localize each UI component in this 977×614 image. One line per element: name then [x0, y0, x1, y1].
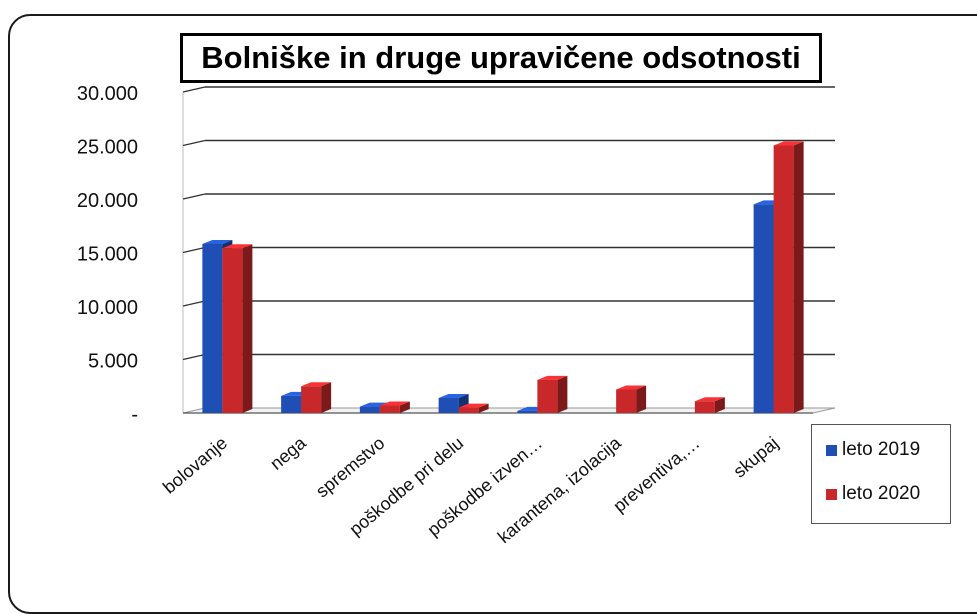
bar-top-0-3: [438, 394, 469, 399]
chart-title-box: Bolniške in druge upravičene odsotnosti: [180, 33, 822, 83]
legend-swatch-2020: [826, 488, 837, 500]
gridline-diag: [182, 300, 206, 307]
x-tick-label: nega: [266, 432, 310, 474]
bar-1-7: [773, 145, 794, 413]
bar-0-4: [517, 410, 538, 413]
bar-1-1: [301, 386, 322, 413]
bar-top-1-4: [537, 375, 568, 380]
legend-item-2019: leto 2019: [826, 439, 920, 461]
x-tick-label: spremstvo: [312, 433, 388, 502]
y-tick-label: 20.000: [77, 190, 138, 212]
bar-side-1-4: [557, 375, 568, 413]
chart-title: Bolniške in druge upravičene odsotnosti: [201, 40, 801, 75]
chart-legend: leto 2019 leto 2020: [811, 424, 951, 524]
gridline-diag: [182, 139, 206, 147]
y-tick-label: 25.000: [77, 137, 138, 159]
bar-1-0: [222, 248, 243, 413]
bar-top-1-2: [379, 401, 410, 406]
bar-side-1-2: [399, 401, 410, 413]
bar-top-1-5: [616, 385, 647, 390]
chart-floor: [182, 407, 836, 414]
bar-chart: - 5.000 10.000 15.000 20.000 25.000 30.000 bolo…: [77, 83, 836, 547]
legend-label-2020: leto 2020: [842, 483, 921, 504]
bar-side-1-7: [793, 141, 804, 413]
bar-side-1-3: [478, 403, 489, 413]
bar-0-2: [359, 406, 380, 413]
gridline-diag: [182, 193, 206, 200]
bar-top-1-7: [773, 141, 804, 146]
legend-swatch-2019: [826, 444, 837, 456]
x-tick-label: preventiva,…: [609, 433, 703, 516]
bar-0-0: [202, 243, 223, 413]
bar-1-6: [694, 401, 715, 413]
bar-0-1: [281, 395, 302, 413]
y-tick-label: 15.000: [77, 244, 138, 266]
bar-top-1-1: [301, 382, 332, 387]
bar-side-1-6: [714, 397, 725, 413]
gridline-diag: [182, 246, 206, 254]
bar-0-3: [438, 398, 459, 413]
x-tick-label: bolovanje: [159, 433, 231, 498]
x-tick-label: skupaj: [729, 433, 782, 482]
bar-1-3: [458, 407, 479, 413]
bar-1-5: [616, 389, 637, 413]
y-tick-label: -: [131, 404, 138, 426]
legend-item-2020: leto 2020: [826, 483, 920, 505]
y-tick-label: 10.000: [77, 297, 138, 319]
bar-side-1-0: [242, 244, 253, 413]
bar-top-0-0: [202, 239, 233, 244]
gridline-diag: [182, 86, 206, 93]
bar-top-1-0: [222, 244, 253, 249]
bar-top-1-3: [458, 403, 489, 408]
bar-1-4: [537, 379, 558, 413]
bar-1-2: [379, 405, 400, 413]
legend-label-2019: leto 2019: [842, 439, 921, 460]
bar-top-1-6: [694, 397, 725, 402]
gridline-diag: [182, 353, 206, 361]
bar-side-1-1: [321, 382, 332, 413]
bar-side-1-5: [636, 385, 647, 413]
y-tick-label: 5.000: [88, 351, 138, 373]
y-tick-label: 30.000: [77, 83, 138, 105]
bar-0-7: [753, 204, 774, 413]
